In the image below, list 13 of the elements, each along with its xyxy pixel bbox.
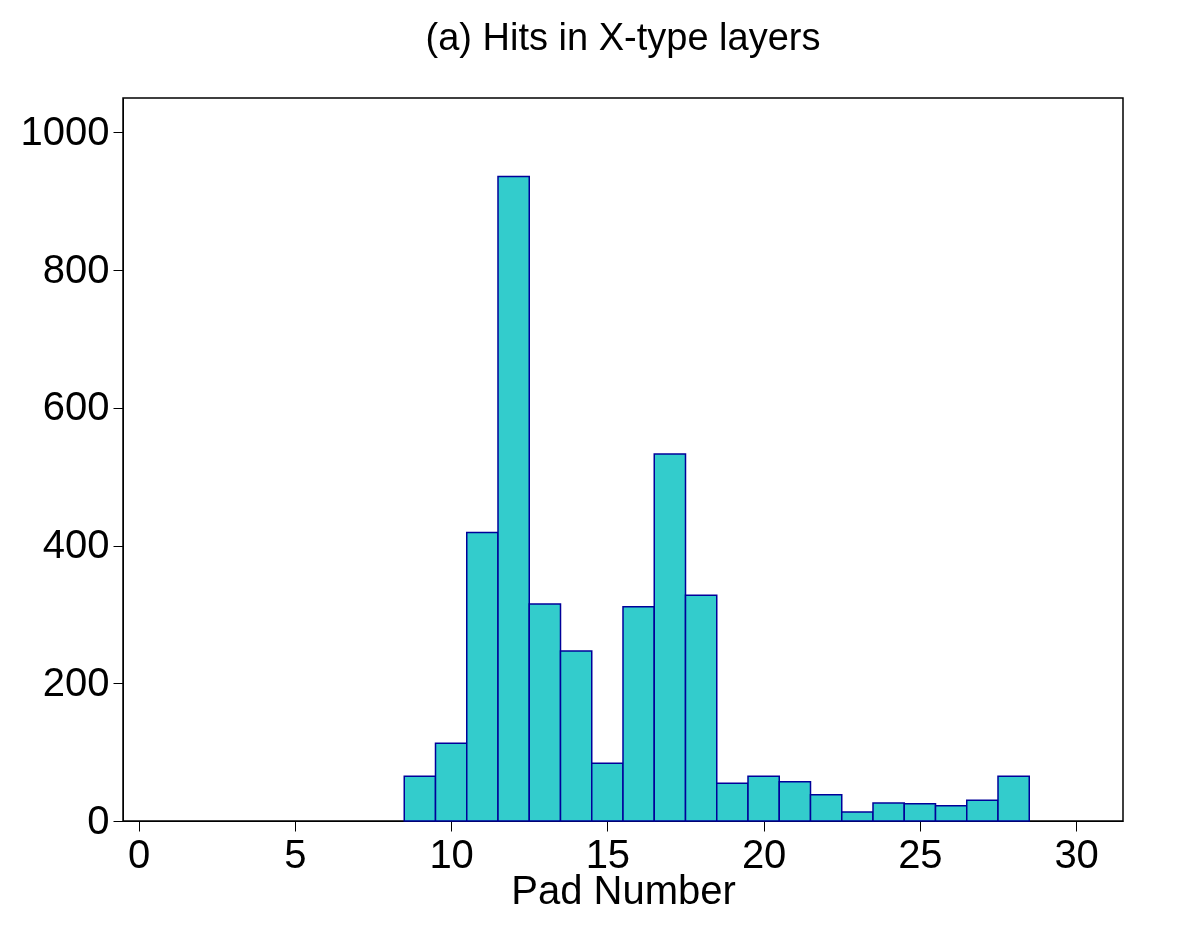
x-tick-label: 0	[128, 831, 151, 876]
chart-title: (a) Hits in X-type layers	[425, 16, 821, 58]
y-tick-label: 800	[42, 246, 110, 291]
x-tick-label: 5	[284, 831, 307, 876]
y-tick-label: 600	[42, 384, 110, 429]
x-tick-label: 25	[898, 831, 943, 876]
x-tick-label: 10	[429, 831, 474, 876]
y-tick-label: 200	[42, 659, 110, 704]
x-tick-label: 30	[1054, 831, 1099, 876]
x-tick-label: 20	[741, 831, 787, 876]
y-tick-label: 1000	[20, 108, 110, 153]
y-tick-label: 0	[87, 797, 110, 842]
y-tick-label: 400	[42, 522, 110, 567]
